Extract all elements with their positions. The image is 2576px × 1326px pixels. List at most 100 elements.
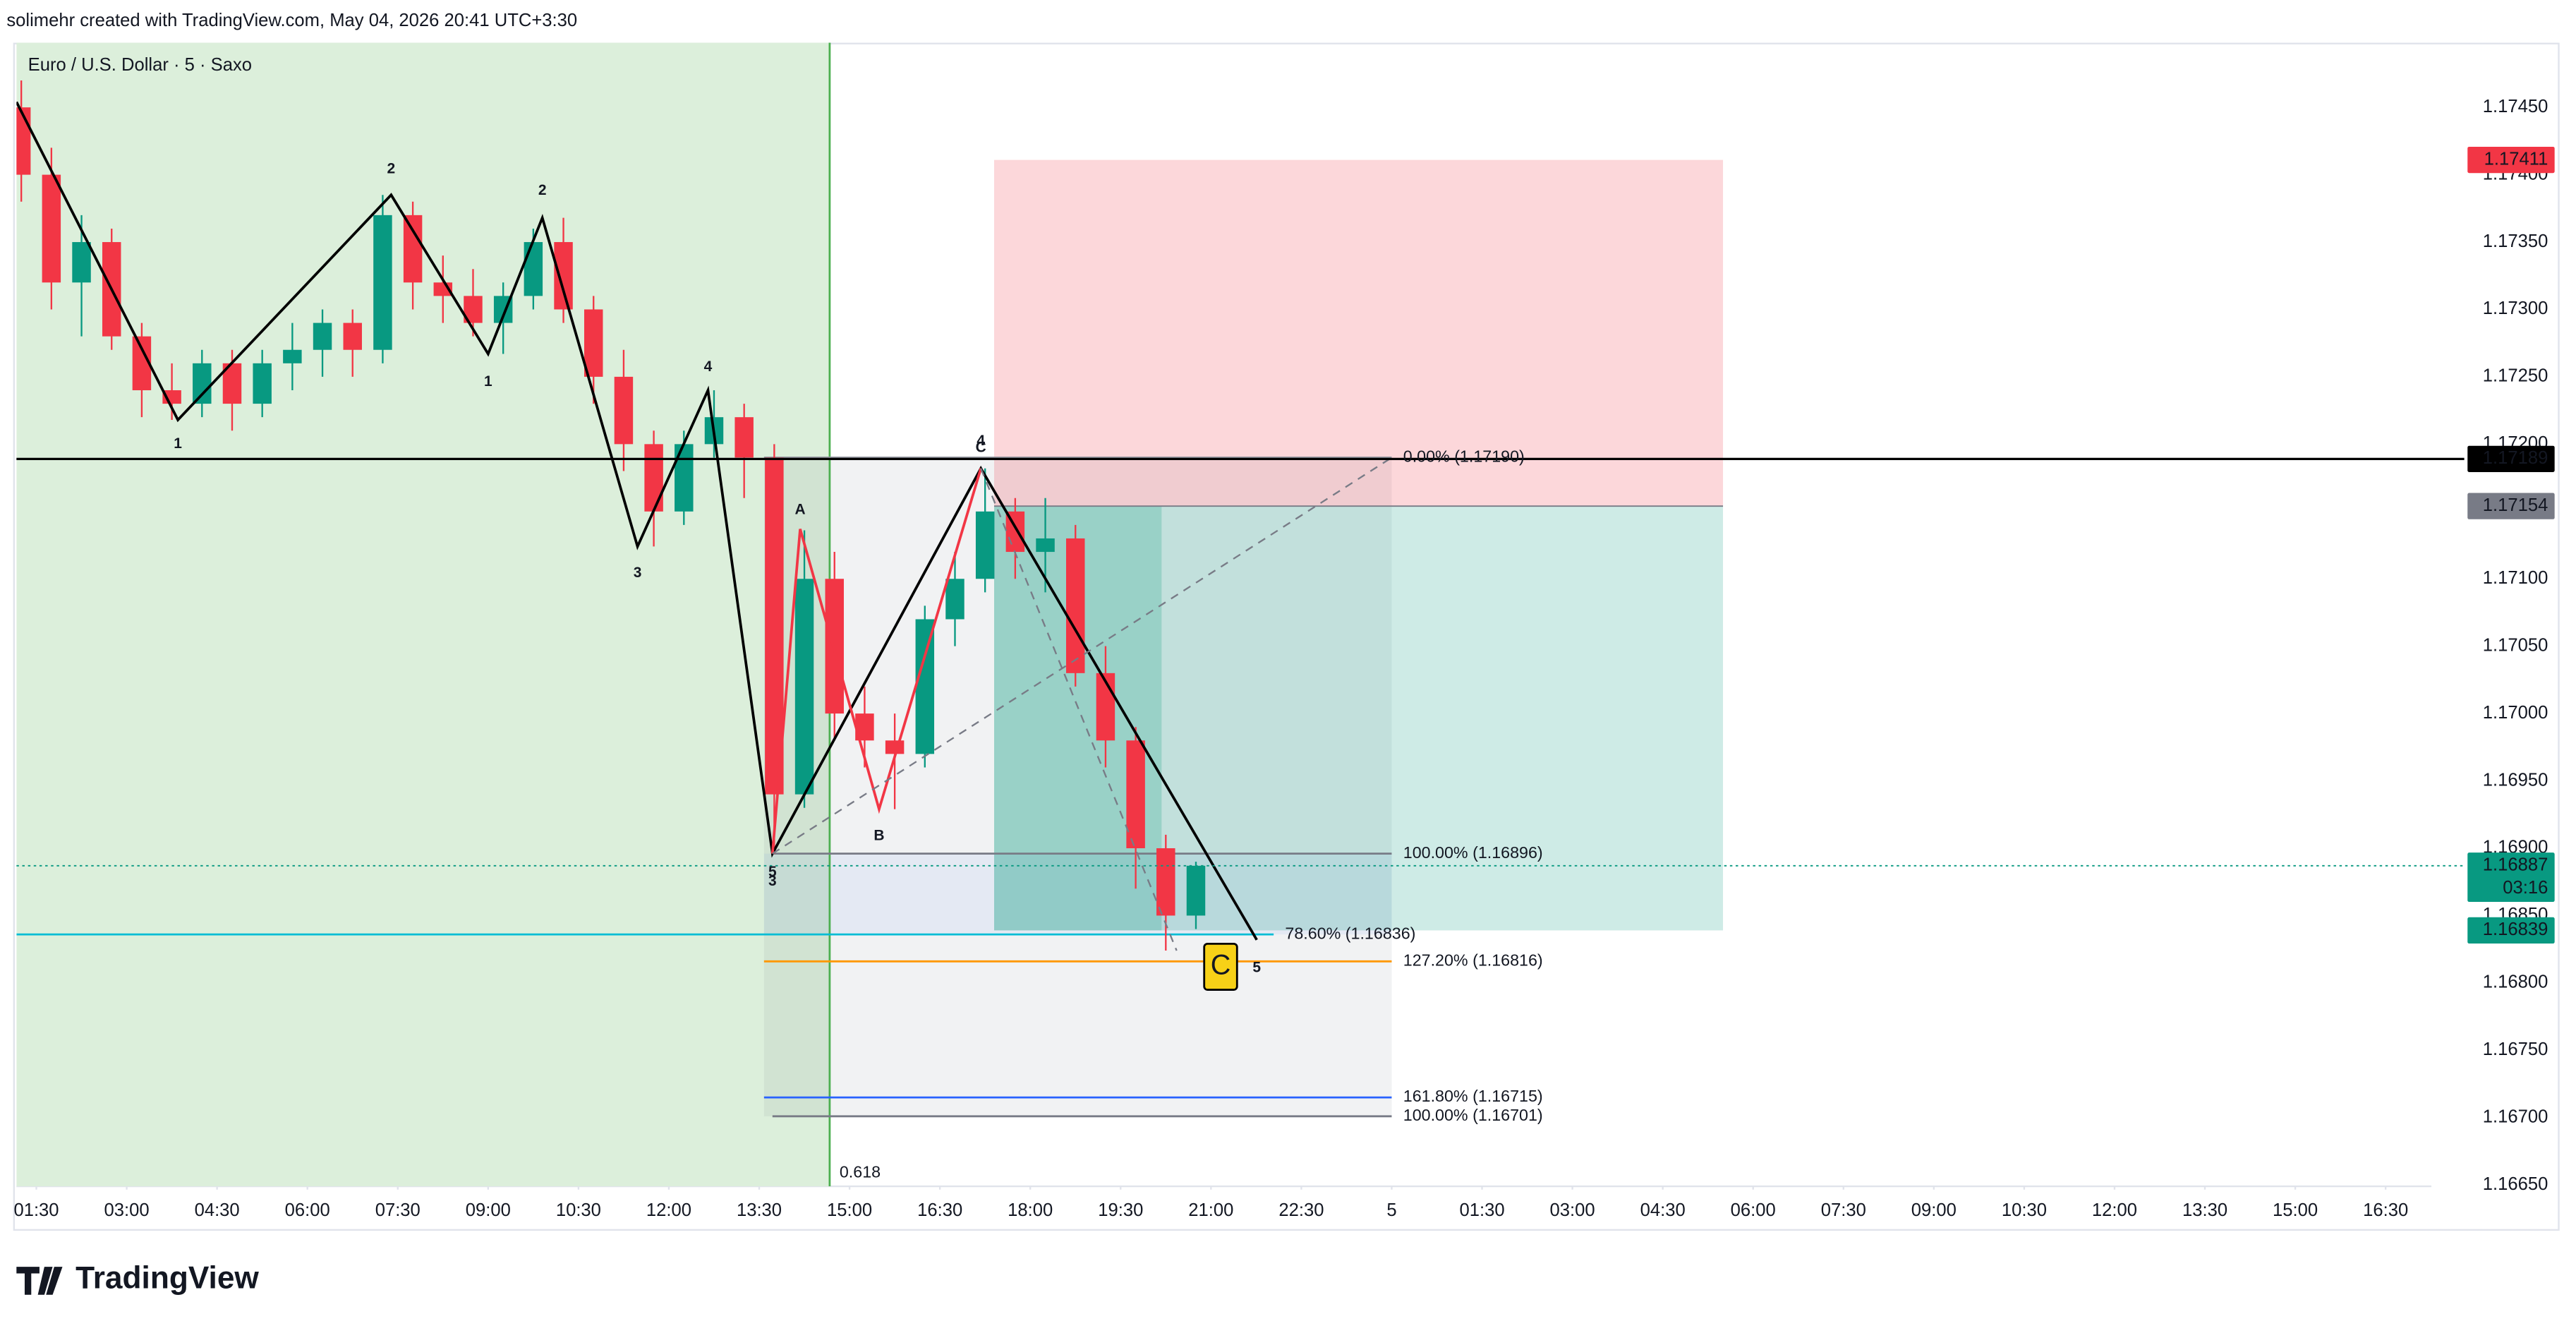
candle-body	[794, 579, 814, 795]
y-tick-label: 1.17050	[2483, 635, 2548, 655]
wave-label: 2	[387, 160, 396, 176]
x-tick-label: 13:30	[2182, 1200, 2227, 1220]
price-badge-label: 1.16887	[2483, 855, 2548, 875]
x-tick-label: 16:30	[2363, 1200, 2408, 1220]
x-tick-label: 03:00	[104, 1200, 150, 1220]
x-tick-label: 16:30	[917, 1200, 962, 1220]
y-tick-label: 1.17250	[2483, 366, 2548, 386]
x-tick-label: 12:00	[646, 1200, 691, 1220]
candle-body	[885, 740, 905, 754]
candle-body	[945, 579, 965, 620]
fib-level-label: 0.00% (1.17190)	[1403, 447, 1525, 466]
wave-label: C	[976, 440, 986, 456]
candle-body	[644, 444, 663, 512]
price-badge	[2467, 917, 2555, 944]
x-tick-label: 06:00	[1731, 1200, 1776, 1220]
x-tick-label: 10:30	[556, 1200, 601, 1220]
x-tick-label: 15:00	[2273, 1200, 2318, 1220]
candle-body	[403, 215, 423, 283]
x-tick-label: 22:30	[1278, 1200, 1324, 1220]
x-tick-label: 04:30	[195, 1200, 240, 1220]
x-tick-label: 5	[1386, 1200, 1396, 1220]
x-tick-label: 13:30	[737, 1200, 782, 1220]
candle-body	[1096, 673, 1115, 741]
candle-body	[283, 349, 302, 363]
x-tick-label: 06:00	[285, 1200, 330, 1220]
candle-body	[313, 323, 332, 350]
candle-body	[554, 242, 573, 310]
candle-body	[1156, 848, 1175, 916]
time-zone	[16, 42, 830, 1187]
y-tick-label: 1.17000	[2483, 703, 2548, 723]
plot-area: 0.618	[16, 42, 1724, 1187]
footer-brand: TradingView	[75, 1260, 259, 1295]
wave-label: A	[795, 501, 806, 517]
price-badge-label: 1.16839	[2483, 920, 2548, 939]
x-tick-label: 21:00	[1188, 1200, 1233, 1220]
price-badge	[2467, 445, 2555, 472]
price-badge	[2467, 146, 2555, 174]
price-badge-label: 1.17189	[2483, 448, 2548, 468]
candle-body	[975, 511, 995, 579]
candle-body	[734, 417, 754, 458]
x-tick-label: 07:30	[1821, 1200, 1866, 1220]
candle-body	[42, 174, 61, 283]
fib-zone	[763, 853, 1392, 935]
fib-level-label: 100.00% (1.16701)	[1403, 1106, 1543, 1124]
position-stop-zone	[993, 159, 1724, 507]
y-tick-label: 1.17450	[2483, 97, 2548, 116]
candle-body	[72, 242, 91, 283]
candle-body	[193, 363, 212, 404]
wave-label-box	[1203, 942, 1238, 991]
wave-label: 1	[484, 373, 492, 390]
wave-label: 3	[768, 873, 777, 889]
wave-line	[772, 457, 1393, 855]
wave-label: 1	[174, 435, 182, 452]
price-badge	[2467, 493, 2555, 519]
footer-logo: TradingView	[16, 1260, 259, 1295]
candle-body	[1126, 740, 1145, 848]
x-tick-label: 12:00	[2092, 1200, 2137, 1220]
price-badge	[2467, 852, 2555, 903]
wave-line	[16, 101, 1258, 941]
candle-body	[524, 242, 543, 296]
wave-label: 4	[976, 433, 985, 449]
frame	[13, 42, 2560, 1231]
fib-level-label: 161.80% (1.16715)	[1403, 1087, 1543, 1105]
x-tick-label: 19:30	[1098, 1200, 1143, 1220]
y-tick-label: 1.17300	[2483, 299, 2548, 318]
x-tick-label: 10:30	[2002, 1200, 2047, 1220]
chart-title: Euro / U.S. Dollar · 5 · Saxo	[28, 55, 252, 75]
y-tick-label: 1.16700	[2483, 1107, 2548, 1127]
candle-body	[1036, 538, 1055, 553]
y-tick-label: 1.16800	[2483, 972, 2548, 992]
fib-level-label: 127.20% (1.16816)	[1403, 951, 1543, 969]
wave-label: C	[1211, 949, 1231, 980]
wave-line	[980, 468, 1178, 951]
overlay: 0.00% (1.17190) 100.00% (1.16896) 78.60% (…	[13, 97, 2555, 1220]
logo-mark	[16, 1267, 63, 1295]
candle-body	[584, 309, 603, 377]
x-tick-label: 01:30	[1459, 1200, 1504, 1220]
price-badge-label: 1.17154	[2483, 495, 2548, 515]
y-tick-label: 1.17350	[2483, 231, 2548, 251]
wave-label: B	[873, 827, 884, 843]
x-tick-label: 01:30	[13, 1200, 59, 1220]
candle-body	[373, 215, 392, 350]
x-tick-label: 15:00	[827, 1200, 872, 1220]
candle-body	[1186, 865, 1206, 916]
x-tick-label: 04:30	[1640, 1200, 1686, 1220]
x-tick-label: 09:00	[1911, 1200, 1957, 1220]
candle-body	[614, 376, 634, 445]
position-target-zone	[993, 506, 1724, 931]
candle-body	[343, 323, 362, 350]
y-tick-label: 1.16750	[2483, 1039, 2548, 1059]
wave-label: 2	[538, 182, 547, 198]
wave-label: 4	[704, 358, 713, 375]
fib-level-label: 100.00% (1.16896)	[1403, 843, 1543, 862]
candle-body	[765, 457, 784, 795]
price-badge-sub: 03:16	[2503, 878, 2548, 898]
candle-body	[915, 619, 935, 754]
